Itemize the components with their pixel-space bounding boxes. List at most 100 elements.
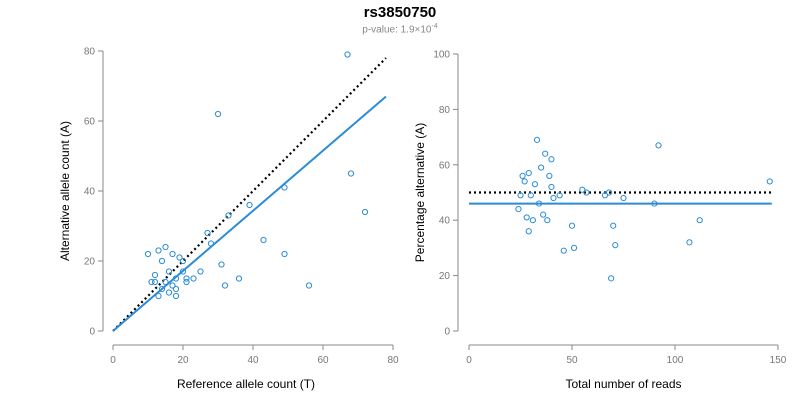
right-data-point: [601, 192, 609, 199]
left-data-point: [155, 292, 162, 300]
left-data-point: [158, 285, 166, 293]
right-y-tick-label: 40: [439, 216, 451, 227]
right-y-tick-label: 20: [439, 271, 451, 282]
right-y-tick-label: 80: [439, 105, 451, 116]
right-data-point: [521, 178, 528, 185]
left-data-point: [214, 110, 222, 118]
chart-title: rs3850750: [363, 4, 437, 21]
right-data-point: [533, 136, 541, 143]
left-x-tick-label: 0: [110, 355, 116, 366]
right-x-tick-label: 100: [667, 355, 684, 366]
right-data-point: [529, 217, 536, 224]
right-data-point: [544, 217, 551, 224]
left-data-point: [169, 250, 176, 258]
left-data-point: [197, 268, 204, 275]
left-data-point: [179, 268, 187, 275]
left-data-point: [176, 254, 183, 261]
left-data-point: [172, 292, 180, 300]
right-x-tick-label: 150: [770, 355, 787, 366]
right-data-point: [542, 150, 549, 157]
right-y-axis-label: Percentage alternative (A): [413, 123, 427, 262]
left-y-tick-label: 80: [84, 47, 96, 58]
left-data-point: [148, 278, 155, 286]
right-data-point: [696, 217, 703, 224]
left-data-point: [165, 268, 173, 275]
right-data-point: [527, 192, 534, 199]
right-data-point: [655, 142, 662, 149]
right-data-point: [523, 214, 530, 221]
left-y-axis-label: Alternative allele count (A): [58, 121, 72, 261]
right-data-point: [550, 194, 557, 202]
left-data-point: [165, 289, 173, 296]
right-data-point: [612, 242, 619, 249]
left-data-point: [190, 275, 197, 282]
right-data-point: [583, 189, 590, 196]
left-data-point: [204, 229, 211, 237]
right-data-point: [540, 211, 547, 218]
right-data-point: [579, 186, 586, 193]
left-y-tick-label: 0: [89, 327, 95, 338]
left-data-point: [162, 278, 169, 286]
left-data-point: [155, 247, 162, 254]
left-data-point: [347, 170, 355, 177]
left-x-tick-label: 60: [317, 355, 329, 366]
chart-subtitle: p-value: 1.9×10-4: [0, 23, 800, 35]
left-data-point: [260, 236, 267, 244]
right-data-point: [546, 172, 553, 179]
left-data-point: [151, 278, 159, 286]
right-data-point: [651, 200, 658, 207]
right-data-point: [538, 164, 545, 171]
left-data-point: [151, 271, 159, 279]
left-y-tick-label: 60: [84, 117, 96, 128]
left-data-point: [169, 282, 176, 289]
right-data-point: [525, 170, 532, 177]
right-data-point: [766, 178, 773, 185]
p-value-exponent: -4: [431, 23, 438, 30]
right-x-tick-label: 0: [466, 355, 472, 366]
right-data-point: [556, 192, 563, 199]
left-data-point: [179, 257, 187, 265]
left-data-point: [172, 275, 180, 282]
left-data-point: [225, 212, 232, 219]
right-data-point: [686, 239, 693, 246]
right-data-point: [535, 200, 543, 207]
right-data-point: [517, 192, 524, 199]
right-y-tick-label: 0: [444, 327, 450, 338]
left-data-point: [221, 282, 229, 289]
left-data-point: [183, 275, 190, 282]
left-x-tick-label: 20: [177, 355, 189, 366]
p-value-text: p-value: 1.9×10: [362, 24, 432, 36]
right-data-point: [605, 189, 613, 196]
left-data-point: [361, 208, 369, 216]
left-data-point: [235, 275, 243, 282]
right-data-point: [515, 206, 522, 213]
right-data-point: [548, 156, 555, 163]
right-data-point: [531, 181, 539, 188]
left-data-point: [172, 285, 180, 293]
left-data-point: [207, 240, 215, 247]
right-data-point: [608, 275, 615, 282]
right-data-point: [525, 228, 532, 235]
left-x-axis-label: Reference allele count (T): [177, 377, 315, 391]
left-y-tick-label: 20: [84, 257, 96, 268]
right-data-point: [610, 222, 617, 229]
right-x-tick-label: 50: [566, 355, 578, 366]
right-x-axis-label: Total number of reads: [565, 377, 681, 391]
left-data-point: [183, 278, 190, 286]
right-data-point: [568, 222, 576, 229]
left-data-point: [158, 257, 166, 265]
right-data-point: [560, 247, 567, 254]
left-reference-line: [112, 57, 387, 332]
right-data-point: [570, 244, 578, 251]
left-y-tick-label: 40: [84, 187, 96, 198]
right-data-point: [548, 183, 555, 191]
right-y-tick-label: 60: [439, 160, 451, 171]
left-data-point: [281, 184, 288, 191]
left-data-point: [305, 282, 313, 289]
left-x-tick-label: 80: [387, 355, 399, 366]
right-y-tick-label: 100: [433, 50, 450, 61]
left-data-point: [344, 51, 351, 58]
left-data-point: [281, 250, 288, 258]
